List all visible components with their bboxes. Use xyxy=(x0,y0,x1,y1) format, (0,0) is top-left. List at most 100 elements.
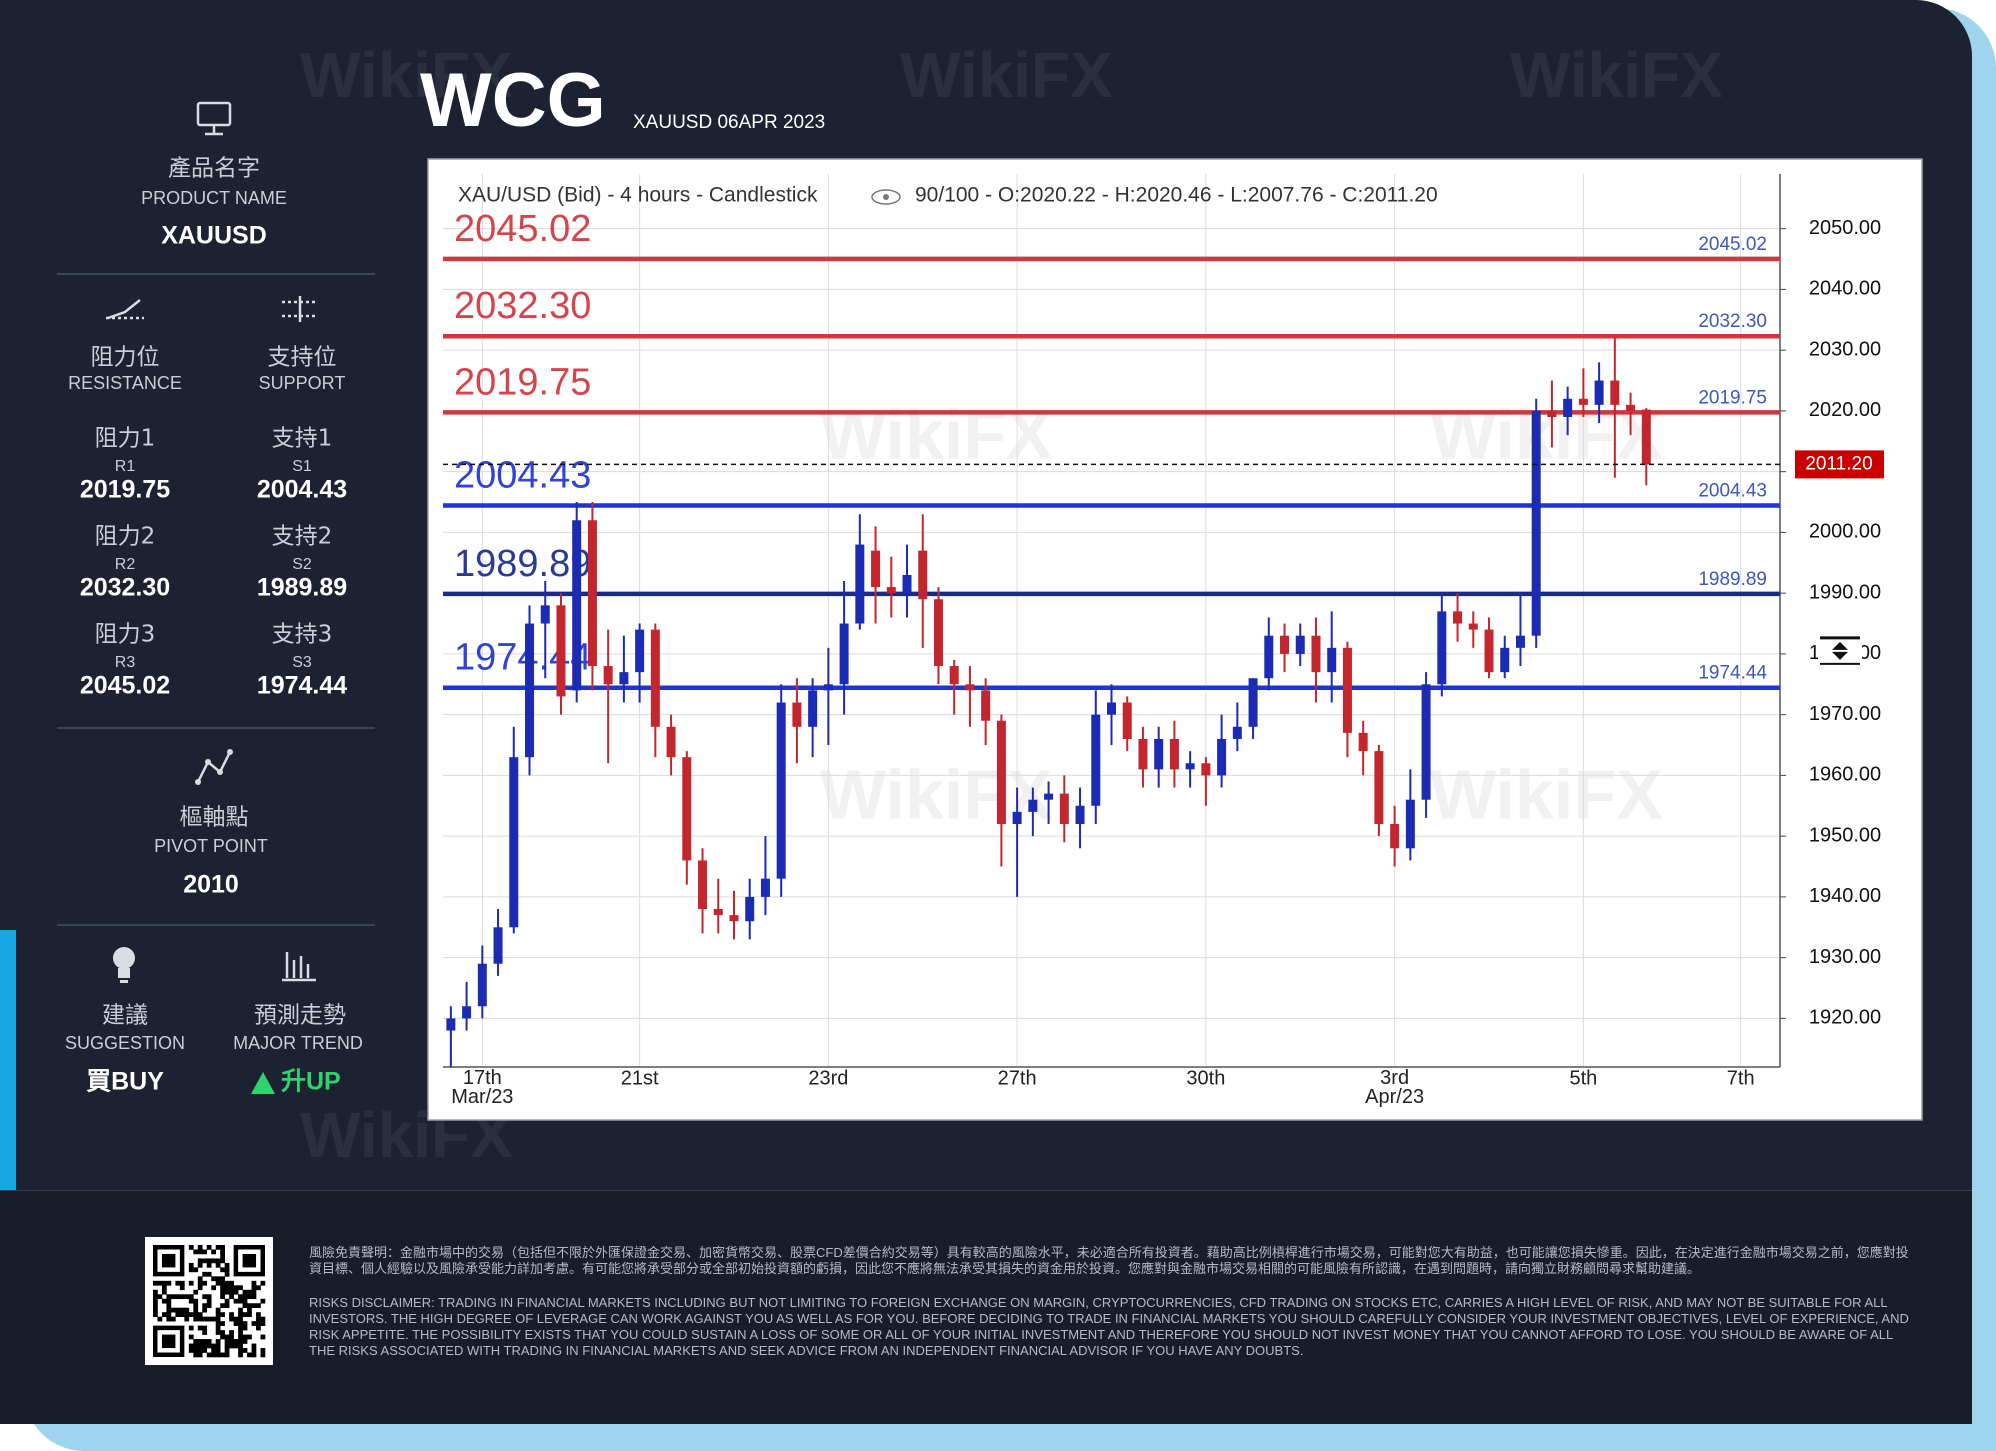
footer xyxy=(0,1190,1972,1424)
qr-module xyxy=(193,1298,199,1304)
x-tick-label: 17th Mar/23 xyxy=(451,1067,513,1108)
qr-module xyxy=(233,1321,239,1326)
qr-module xyxy=(238,1285,243,1291)
level-label: 1989.89 xyxy=(454,543,591,585)
qr-module xyxy=(247,1307,252,1313)
candle-body xyxy=(1217,738,1227,776)
y-tick-label: 2000.00 xyxy=(1809,521,1881,543)
y-tick-label: 2040.00 xyxy=(1809,278,1881,300)
qr-module xyxy=(206,1316,212,1322)
qr-module xyxy=(238,1321,243,1326)
qr-module xyxy=(202,1280,208,1286)
qr-module xyxy=(229,1316,234,1322)
qr-module xyxy=(242,1303,248,1309)
qr-module xyxy=(238,1312,243,1317)
x-tick-label: 27th xyxy=(998,1067,1037,1089)
qr-module xyxy=(215,1321,221,1326)
candle-body xyxy=(855,544,865,624)
candle-body xyxy=(776,702,786,879)
qr-module xyxy=(153,1307,158,1313)
y-tick-label: 1960.00 xyxy=(1809,764,1881,786)
qr-module xyxy=(188,1312,194,1317)
qr-module xyxy=(206,1298,212,1304)
candle-body xyxy=(1264,635,1274,679)
qr-module xyxy=(215,1307,221,1313)
qr-module xyxy=(166,1307,172,1313)
qr-module xyxy=(206,1271,212,1277)
candle-body xyxy=(1122,702,1132,739)
level-label-right: 2004.43 xyxy=(1698,481,1767,502)
candle-body xyxy=(603,666,613,685)
candle-body xyxy=(1154,738,1164,770)
support-level-code: S3 xyxy=(292,654,312,671)
candle-body xyxy=(1437,611,1447,685)
qr-module xyxy=(206,1258,212,1264)
qr-module xyxy=(188,1348,194,1353)
qr-module xyxy=(251,1303,257,1309)
eye-icon xyxy=(871,189,901,205)
support-level-label: 支持2 xyxy=(272,524,333,550)
candle-body xyxy=(1626,404,1636,411)
qr-module xyxy=(233,1316,239,1322)
qr-module xyxy=(229,1312,234,1317)
qr-module xyxy=(202,1316,208,1322)
report-subtitle: XAUUSD 06APR 2023 xyxy=(633,112,825,133)
qr-module xyxy=(193,1352,199,1358)
x-tick-label: 5th xyxy=(1569,1067,1597,1089)
qr-module xyxy=(179,1307,185,1313)
qr-module xyxy=(220,1285,225,1291)
qr-module xyxy=(153,1294,158,1300)
candle-body xyxy=(650,629,660,727)
qr-module xyxy=(224,1267,230,1273)
qr-module xyxy=(224,1303,230,1309)
candle-body xyxy=(1138,738,1148,770)
qr-module xyxy=(224,1298,230,1304)
qr-module xyxy=(166,1316,172,1322)
candle-body xyxy=(1453,611,1463,624)
qr-module xyxy=(242,1294,248,1300)
disclaimer-en: RISKS DISCLAIMER: TRADING IN FINANCIAL M… xyxy=(309,1295,1909,1358)
qr-module xyxy=(166,1303,172,1309)
qr-module xyxy=(157,1316,163,1322)
qr-module xyxy=(256,1303,261,1309)
qr-module xyxy=(215,1339,221,1344)
qr-module xyxy=(260,1316,266,1322)
candle-body xyxy=(1201,763,1211,776)
qr-module xyxy=(193,1316,199,1322)
qr-module xyxy=(193,1267,199,1273)
trend-label-en: MAJOR TREND xyxy=(233,1033,363,1053)
level-label: 2045.02 xyxy=(454,208,591,250)
qr-module xyxy=(161,1289,167,1295)
candle-body xyxy=(1374,751,1384,825)
qr-module xyxy=(256,1325,261,1331)
qr-module xyxy=(202,1330,208,1335)
qr-module xyxy=(238,1348,243,1353)
qr-module xyxy=(251,1285,257,1291)
level-label-right: 2045.02 xyxy=(1698,234,1767,255)
candle-body xyxy=(1107,702,1116,715)
y-tick-label: 1940.00 xyxy=(1809,885,1881,907)
qr-module xyxy=(251,1321,257,1326)
qr-module xyxy=(242,1325,248,1331)
qr-module xyxy=(188,1262,194,1268)
qr-module xyxy=(202,1249,208,1255)
candle-body xyxy=(808,690,818,727)
support-level-value: 1974.44 xyxy=(257,672,347,700)
candle-body xyxy=(823,684,833,691)
x-tick-label: 3rd Apr/23 xyxy=(1365,1067,1424,1108)
qr-module xyxy=(197,1280,203,1286)
qr-module xyxy=(202,1348,208,1353)
candle-body xyxy=(446,1018,456,1031)
qr-module xyxy=(260,1280,266,1286)
support-label-en: SUPPORT xyxy=(259,373,346,393)
qr-module xyxy=(238,1339,243,1344)
candle-body xyxy=(871,550,881,588)
qr-module xyxy=(188,1298,194,1304)
candle-body xyxy=(1232,726,1242,739)
candle-body xyxy=(1641,409,1651,465)
qr-module xyxy=(220,1267,225,1273)
suggestion-value: 買BUY xyxy=(86,1068,164,1096)
qr-module xyxy=(233,1285,239,1291)
qr-module xyxy=(251,1348,257,1353)
